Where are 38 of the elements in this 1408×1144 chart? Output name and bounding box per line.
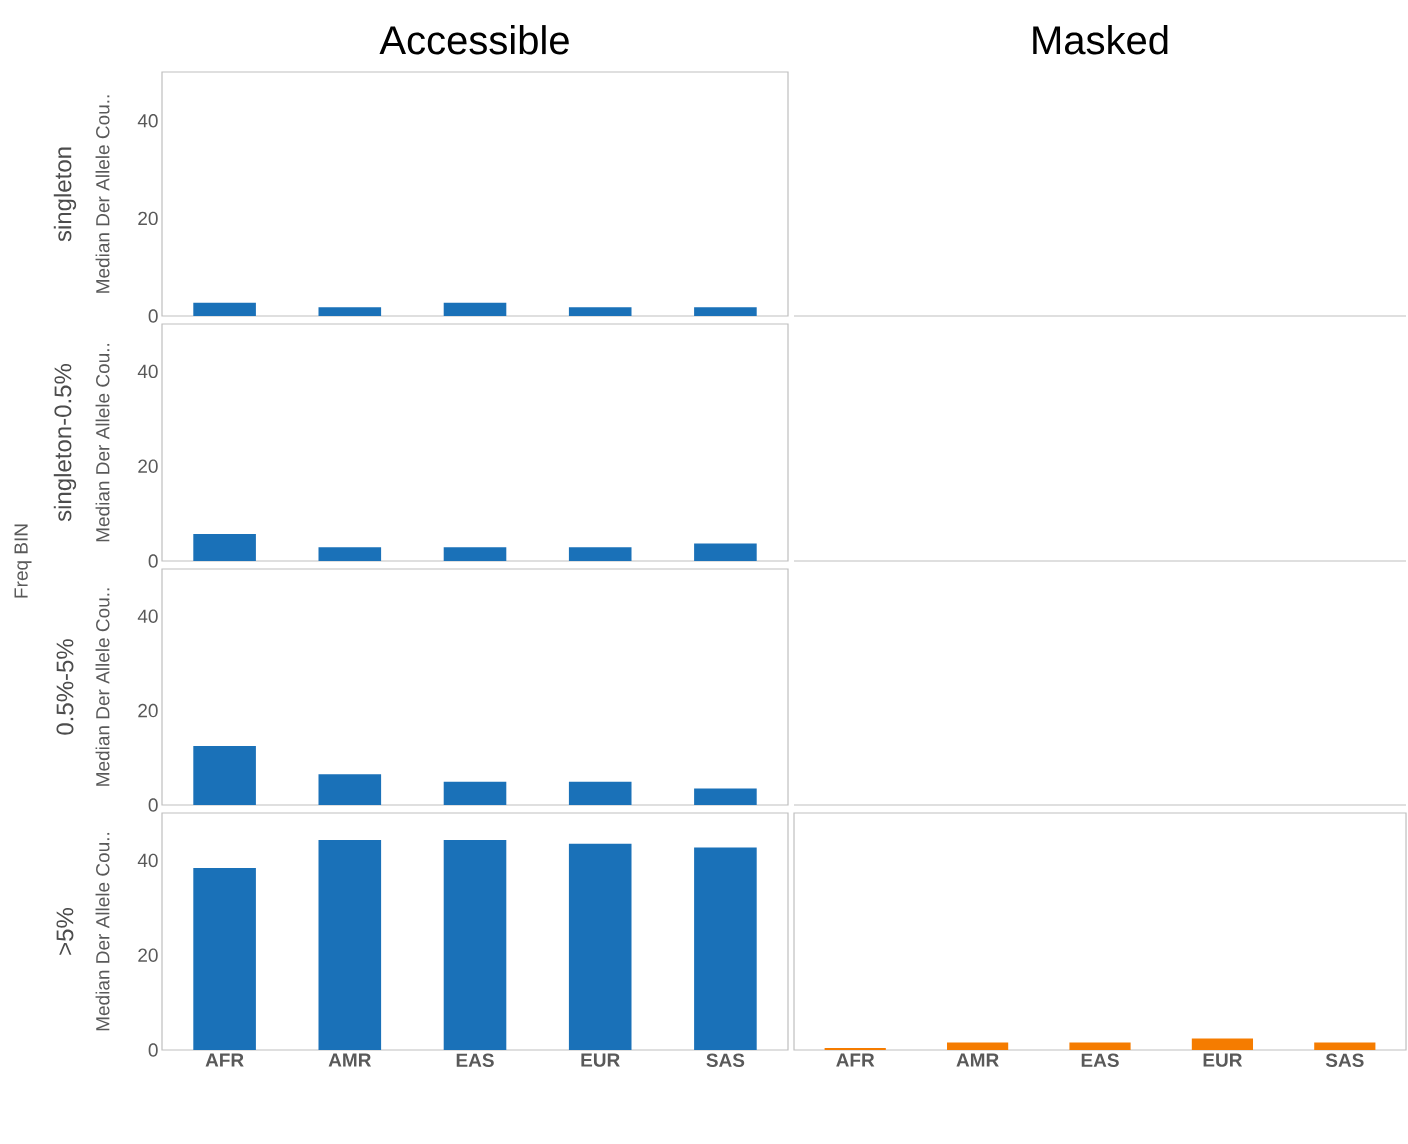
y-tick-label: 0 [148, 1043, 158, 1057]
y-tick-label: 40 [137, 853, 158, 868]
bar [694, 788, 757, 805]
y-tick-label: 0 [148, 309, 158, 323]
y-axis-title: Median Der Allele Cou.. [95, 343, 110, 542]
bar [193, 746, 256, 805]
bar [568, 781, 632, 805]
x-tick-label: AMR [956, 1053, 999, 1067]
text: singleton-0.5% [53, 364, 77, 522]
x-tick-label: SAS [706, 1053, 745, 1067]
y-tick-label: 20 [138, 459, 158, 473]
text: >5% [56, 908, 74, 955]
y-tick-label: 40 [137, 609, 158, 623]
y-tick-label: 0 [148, 798, 158, 812]
x-tick-label: EAS [456, 1053, 494, 1067]
y-tick-label: 40 [137, 114, 158, 128]
y-tick-label: 40 [137, 364, 158, 379]
y-tick-label: 20 [138, 703, 158, 718]
x-tick-label: EUR [1203, 1053, 1243, 1067]
x-tick-label: SAS [1325, 1053, 1364, 1067]
x-tick-label: AMR [328, 1053, 372, 1067]
text: Masked [1033, 25, 1168, 55]
bar [318, 774, 382, 805]
x-tick-label: AFR [836, 1053, 875, 1067]
chart-title: Accessible [379, 25, 569, 55]
y-tick-label: 20 [138, 211, 158, 226]
text: singleton [53, 147, 77, 242]
y-axis-title: Median Der Allele Cou.. [95, 588, 110, 786]
x-tick-label: EAS [1081, 1053, 1119, 1067]
bar [443, 781, 507, 805]
x-tick-label: AFR [205, 1053, 244, 1067]
text: 0.5%-5% [56, 639, 74, 735]
y-tick-label: 0 [148, 554, 158, 568]
y-axis-title: Median Der Allele Cou.. [95, 832, 110, 1031]
text: Freq BIN [14, 524, 32, 598]
y-axis-title: Median Der Allele Cou.. [95, 95, 110, 293]
x-tick-label: EUR [581, 1053, 620, 1067]
y-tick-label: 20 [138, 948, 158, 962]
